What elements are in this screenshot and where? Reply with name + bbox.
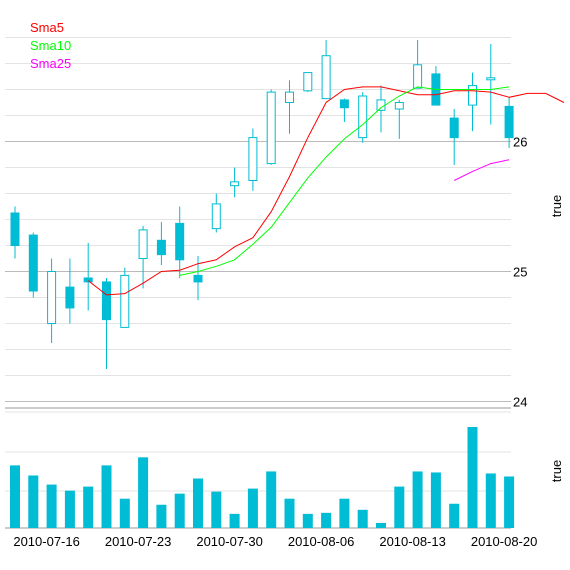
legend: Sma5 Sma10 Sma25 — [30, 19, 71, 73]
volume-bar — [266, 471, 277, 528]
price-y-axis-label: true — [549, 195, 564, 217]
x-tick-label: 2010-07-16 — [13, 534, 80, 549]
candle-body-down — [65, 286, 75, 309]
candle-body-up — [358, 95, 368, 139]
candle-body-down — [339, 99, 349, 109]
legend-sma25: Sma25 — [30, 56, 72, 71]
volume-bar — [46, 484, 57, 528]
x-tick-label: 2010-08-20 — [471, 534, 538, 549]
sma-line-sma25 — [453, 159, 510, 181]
legend-sma10: Sma10 — [30, 38, 72, 53]
volume-bar — [376, 522, 386, 528]
volume-bars — [10, 427, 515, 528]
candle-body-up — [230, 181, 240, 187]
price-tick-label: 25 — [513, 265, 527, 280]
candle-body-down — [28, 234, 38, 292]
volume-bar — [321, 512, 332, 528]
candlesticks — [10, 40, 514, 369]
candle-body-up — [486, 77, 496, 81]
volume-bar — [485, 473, 496, 528]
volume-bar — [504, 476, 515, 528]
volume-y-axis-label: true — [549, 460, 564, 482]
sma-line-sma10 — [179, 86, 510, 276]
volume-bar — [211, 491, 222, 528]
candle-body-up — [413, 64, 423, 89]
price-tick-label: 26 — [513, 135, 527, 150]
candle-body-up — [321, 55, 331, 100]
candle-body-up — [376, 99, 386, 111]
volume-bar — [302, 513, 313, 528]
candle-body-down — [102, 281, 111, 321]
volume-bar — [174, 493, 185, 528]
candle-body-down — [193, 274, 203, 283]
volume-bar — [28, 475, 39, 528]
volume-bar — [394, 486, 405, 528]
candle-body-down — [449, 117, 459, 139]
volume-bar — [138, 457, 149, 528]
candle-body-up — [138, 229, 148, 259]
sma-line-sma5 — [87, 86, 565, 296]
volume-bar — [449, 503, 460, 528]
volume-bar — [284, 498, 295, 528]
candle-body-up — [47, 271, 57, 324]
candle-body-up — [285, 91, 294, 103]
candle-body-down — [504, 105, 514, 139]
volume-bar — [430, 472, 441, 528]
volume-bar — [247, 488, 258, 528]
volume-bar — [193, 478, 203, 528]
volume-bar — [64, 490, 75, 528]
volume-bar — [156, 504, 167, 528]
volume-bar — [357, 509, 368, 528]
x-tick-label: 2010-07-30 — [196, 534, 263, 549]
x-tick-label: 2010-07-23 — [105, 534, 172, 549]
candle-body-up — [266, 91, 276, 165]
x-tick-label: 2010-08-13 — [379, 534, 446, 549]
price-gridlines — [5, 37, 511, 409]
x-tick-labels: 2010-07-16 2010-07-23 2010-07-30 2010-08-06… — [13, 534, 537, 549]
volume-bar — [119, 498, 130, 528]
price-tick-label: 24 — [513, 395, 527, 410]
candle-body-up — [394, 102, 404, 110]
candle-body-down — [156, 239, 166, 256]
volume-bar — [101, 465, 112, 528]
volume-bar — [83, 486, 94, 528]
volume-bar — [412, 471, 423, 528]
candle-body-down — [10, 212, 20, 246]
candle-body-up — [468, 85, 477, 106]
candle-body-down — [175, 222, 185, 261]
volume-bar — [10, 465, 20, 528]
price-y-tick-labels: 24 25 26 — [513, 135, 527, 410]
candle-body-up — [211, 203, 221, 230]
volume-bar — [467, 427, 478, 528]
candle-body-up — [248, 137, 258, 182]
candle-body-down — [83, 277, 93, 283]
candle-body-up — [120, 274, 130, 328]
legend-sma5: Sma5 — [30, 20, 64, 35]
volume-bar — [229, 513, 240, 528]
volume-bar — [339, 498, 350, 528]
candle-body-up — [303, 72, 313, 92]
moving-average-lines — [87, 86, 565, 296]
x-tick-label: 2010-08-06 — [288, 534, 355, 549]
